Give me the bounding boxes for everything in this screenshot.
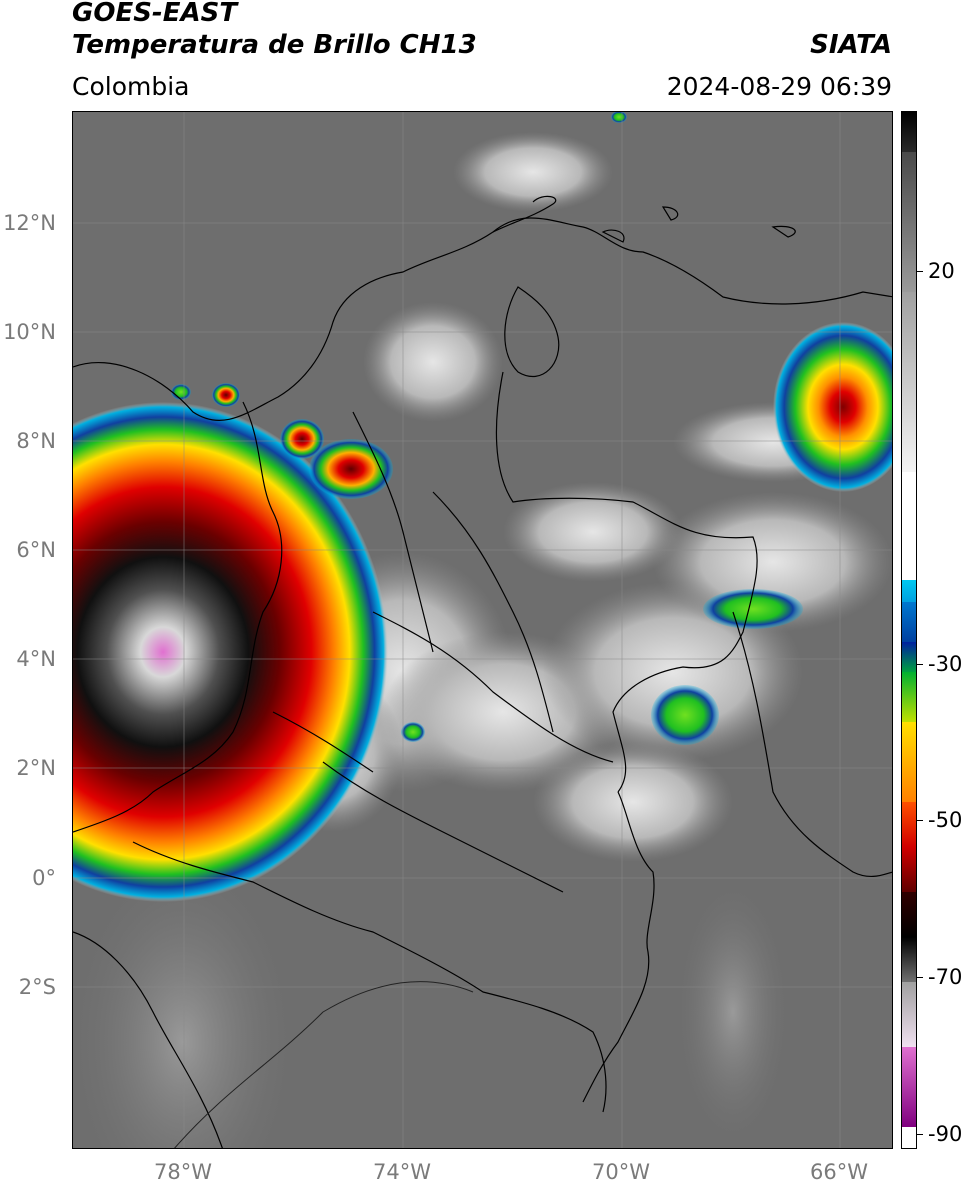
lat-label-4n: 4°N bbox=[16, 647, 56, 671]
colorbar-segment bbox=[902, 722, 916, 802]
lon-label-78w: 78°W bbox=[154, 1160, 212, 1184]
lon-label-66w: 66°W bbox=[810, 1160, 868, 1184]
product-subtitle: Temperatura de Brillo CH13 bbox=[72, 30, 477, 60]
rio-amazon bbox=[174, 981, 474, 1148]
colorbar-tick-m30 bbox=[917, 664, 923, 665]
colorbar-segment bbox=[902, 1127, 916, 1148]
lat-label-12n: 12°N bbox=[3, 211, 56, 235]
colorbar-label-m70: -70 bbox=[928, 965, 963, 989]
colorbar-segment bbox=[902, 580, 916, 602]
guajira bbox=[492, 195, 557, 233]
timestamp-label: 2024-08-29 06:39 bbox=[666, 72, 892, 101]
internal-dept-1 bbox=[372, 611, 614, 763]
lat-label-10n: 10°N bbox=[3, 320, 56, 344]
ecuador-peru bbox=[73, 931, 223, 1148]
internal-dept-4 bbox=[432, 491, 554, 733]
lon-label-74w: 74°W bbox=[373, 1160, 431, 1184]
internal-dept-5 bbox=[272, 711, 374, 773]
colombia-brazil-border bbox=[582, 791, 655, 1103]
internal-dept-2 bbox=[322, 761, 564, 893]
colorbar-segment bbox=[902, 982, 916, 1047]
colorbar-segment bbox=[902, 292, 916, 472]
product-title: GOES-EAST bbox=[72, 0, 238, 28]
map-canvas bbox=[73, 112, 892, 1148]
colorbar-label-20: 20 bbox=[928, 259, 955, 283]
pacific-coast bbox=[73, 401, 283, 833]
caribbean-coast bbox=[73, 217, 892, 421]
islands bbox=[601, 206, 796, 243]
boundaries bbox=[73, 195, 892, 1148]
orinoco bbox=[732, 611, 892, 877]
internal-dept-3 bbox=[352, 411, 434, 653]
convective-systems bbox=[73, 112, 892, 902]
colorbar-tick-m70 bbox=[917, 977, 923, 978]
lon-label-70w: 70°W bbox=[592, 1160, 650, 1184]
colorbar bbox=[901, 111, 917, 1149]
colombia-venezuela-border bbox=[495, 371, 758, 793]
satellite-map[interactable] bbox=[72, 111, 893, 1149]
lat-label-6n: 6°N bbox=[16, 538, 56, 562]
lat-label-2s: 2°S bbox=[18, 975, 56, 999]
colorbar-tick-20 bbox=[917, 271, 923, 272]
colorbar-tick-m50 bbox=[917, 820, 923, 821]
lat-label-8n: 8°N bbox=[16, 429, 56, 453]
lat-label-2n: 2°N bbox=[16, 756, 56, 780]
lat-label-0: 0° bbox=[32, 866, 56, 890]
colorbar-segment bbox=[902, 1047, 916, 1127]
colorbar-segment bbox=[902, 672, 916, 722]
colorbar-label-m30: -30 bbox=[928, 652, 963, 676]
colorbar-segment bbox=[902, 472, 916, 580]
colorbar-segment bbox=[902, 802, 916, 892]
colombia-peru-border bbox=[132, 841, 607, 1113]
colorbar-segment bbox=[902, 892, 916, 982]
colorbar-segment bbox=[902, 152, 916, 292]
colorbar-label-m90: -90 bbox=[928, 1122, 963, 1146]
colorbar-segment bbox=[902, 112, 916, 152]
maracaibo-lake bbox=[504, 286, 560, 378]
colorbar-tick-m90 bbox=[917, 1134, 923, 1135]
region-label: Colombia bbox=[72, 72, 190, 101]
colorbar-segment bbox=[902, 642, 916, 672]
colorbar-segment bbox=[902, 602, 916, 642]
brand-label: SIATA bbox=[810, 30, 892, 60]
graticule bbox=[73, 112, 892, 1148]
colorbar-label-m50: -50 bbox=[928, 808, 963, 832]
